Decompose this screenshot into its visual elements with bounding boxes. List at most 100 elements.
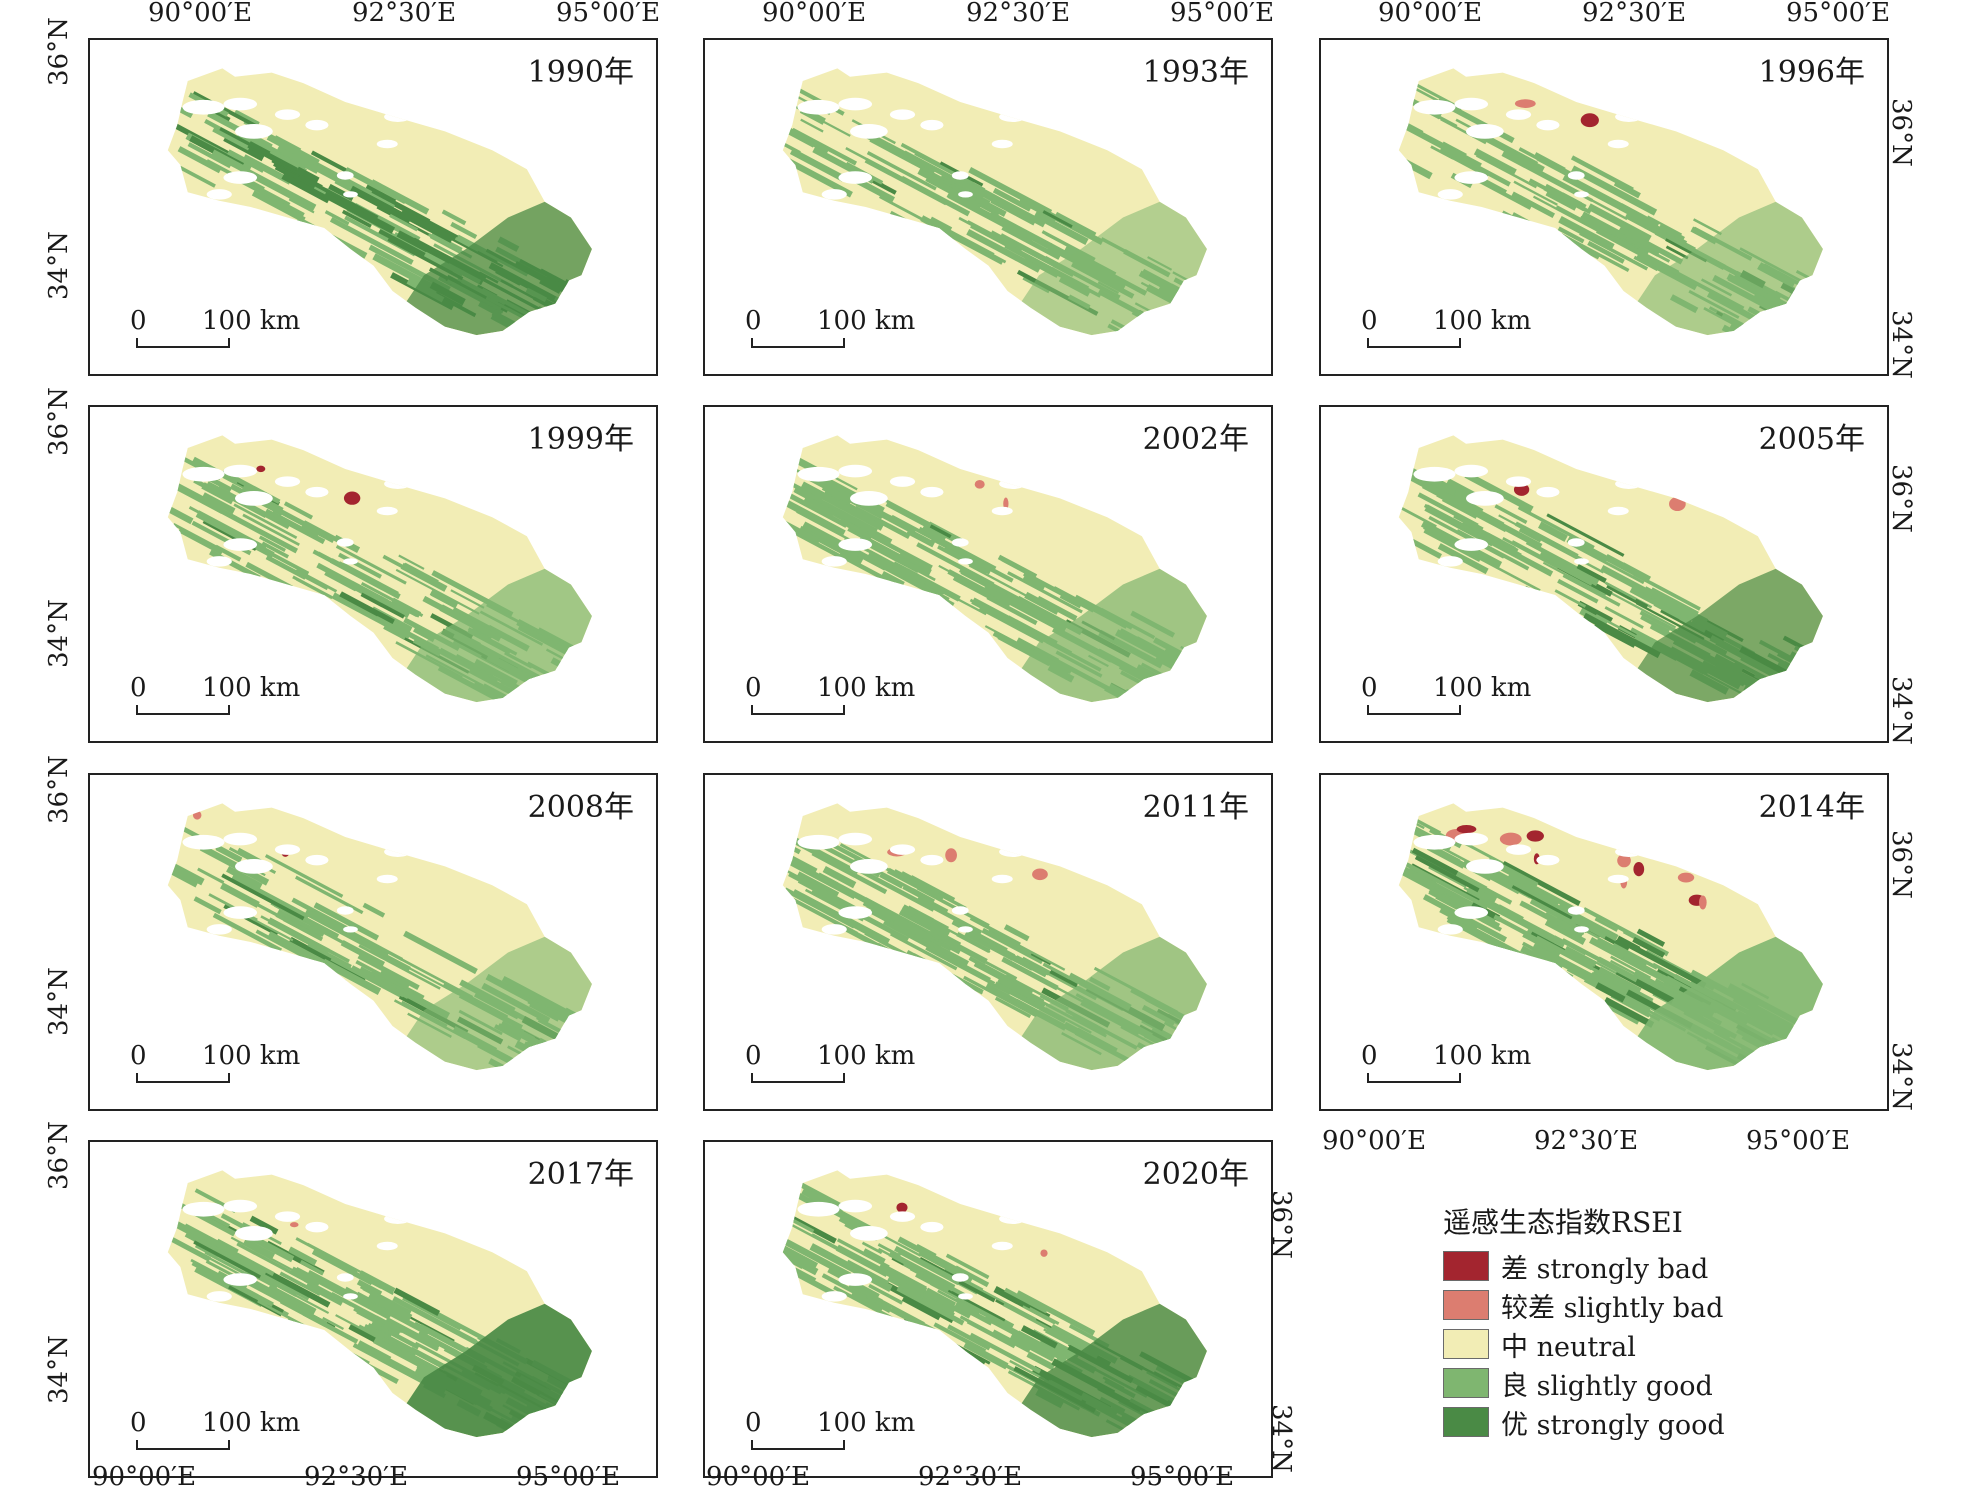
lake-hole (1607, 506, 1629, 516)
lake-hole (1567, 538, 1585, 547)
lake-hole (1574, 558, 1589, 565)
scale-bar-zero: 0 (745, 306, 762, 336)
region-green (1535, 935, 1594, 971)
lake-hole (838, 832, 873, 846)
region-green (1453, 512, 1484, 533)
lon-label-top-c3-1: 90°00′E (1378, 0, 1483, 28)
region-green (251, 190, 306, 223)
region-green (888, 1251, 956, 1291)
region-southeast (1633, 201, 1823, 336)
region-green (1560, 233, 1630, 273)
region-green (167, 496, 194, 525)
region-green (383, 625, 406, 640)
region-green (544, 681, 592, 703)
region-green (1156, 1408, 1207, 1438)
legend-swatch (1443, 1329, 1489, 1360)
region-green (1190, 688, 1207, 703)
region-green (1561, 938, 1610, 967)
lake-hole (797, 99, 840, 115)
lake-hole (235, 124, 273, 139)
region-degraded (192, 810, 202, 820)
region-southeast (402, 936, 592, 1071)
region-green (1475, 154, 1537, 189)
region-green (981, 927, 1044, 965)
region-green (261, 541, 290, 559)
region-southeast (1017, 568, 1207, 703)
lon-label-top-c2-3: 95°00′E (1170, 0, 1275, 28)
region-southeast (402, 201, 592, 336)
lake-hole (821, 189, 847, 200)
region-green (929, 524, 952, 539)
region-green (560, 698, 592, 703)
region-green (822, 865, 857, 889)
region-green (1762, 676, 1823, 703)
region-green (567, 676, 592, 701)
region-green (1180, 645, 1207, 674)
map-panel-2008: 2008年 0 100 km (88, 773, 658, 1111)
region-green (782, 854, 861, 899)
region-green (947, 1324, 991, 1351)
region-green (507, 320, 545, 336)
region-green (580, 354, 658, 376)
region-green (1539, 906, 1565, 922)
region-green (359, 1285, 396, 1307)
rsei-legend: 遥感生态指数RSEI 差 strongly bad 较差 slightly ba… (1443, 1207, 1725, 1442)
region-green (1414, 855, 1480, 893)
region-green (1020, 1325, 1058, 1349)
region-green (1398, 863, 1484, 913)
lake-hole (821, 924, 847, 935)
region-green (987, 980, 1011, 996)
lon-label-top-c1-3: 95°00′E (556, 0, 661, 28)
region-green (558, 1431, 592, 1438)
lake-hole (343, 926, 358, 933)
region-green (1031, 611, 1058, 629)
region-green (1437, 543, 1489, 575)
region-green (571, 331, 592, 336)
region-green (1197, 332, 1207, 336)
region-green (258, 535, 286, 553)
rsei-map-2008 (167, 803, 628, 1111)
region-green (1785, 283, 1823, 327)
scale-bar-distance: 100 km (1433, 673, 1532, 703)
region-green (1632, 936, 1666, 958)
lake-hole (305, 854, 329, 866)
region-green (545, 1076, 628, 1111)
region-green (311, 1249, 374, 1286)
region-green (963, 975, 1038, 1018)
scale-bar (136, 1440, 230, 1450)
scale-bar-zero: 0 (130, 673, 147, 703)
region-green (1778, 324, 1823, 336)
region-green (1532, 195, 1611, 239)
scale-bar-zero: 0 (1361, 673, 1378, 703)
region-green (549, 688, 592, 703)
lake-hole (343, 191, 358, 198)
lake-hole (1413, 834, 1456, 850)
lake-hole (958, 1293, 973, 1300)
legend-item-slightly-bad: 较差 slightly bad (1443, 1286, 1725, 1325)
scale-bar-distance: 100 km (1433, 306, 1532, 336)
region-green (1184, 349, 1268, 376)
lake-hole (206, 1291, 232, 1302)
lake-hole (850, 859, 888, 874)
region-green (329, 217, 414, 265)
region-southeast (402, 568, 592, 703)
region-green (1754, 326, 1801, 336)
scale-bar (751, 1073, 845, 1083)
region-green (1124, 688, 1161, 703)
region-green (566, 1406, 592, 1438)
region-green (360, 592, 405, 619)
region-green (294, 875, 364, 915)
region-green (1801, 673, 1823, 701)
lon-label-bottom-c3-1: 90°00′E (1322, 1126, 1427, 1156)
region-green (916, 1243, 937, 1257)
region-green (240, 912, 294, 942)
region-green (586, 1018, 592, 1062)
region-green (937, 1289, 981, 1315)
scale-bar (136, 1073, 230, 1083)
region-green (782, 496, 846, 537)
region-green (1612, 943, 1658, 970)
region-degraded (1677, 872, 1695, 883)
region-green (1167, 709, 1194, 727)
region-green (358, 944, 441, 990)
region-green (1142, 681, 1175, 702)
